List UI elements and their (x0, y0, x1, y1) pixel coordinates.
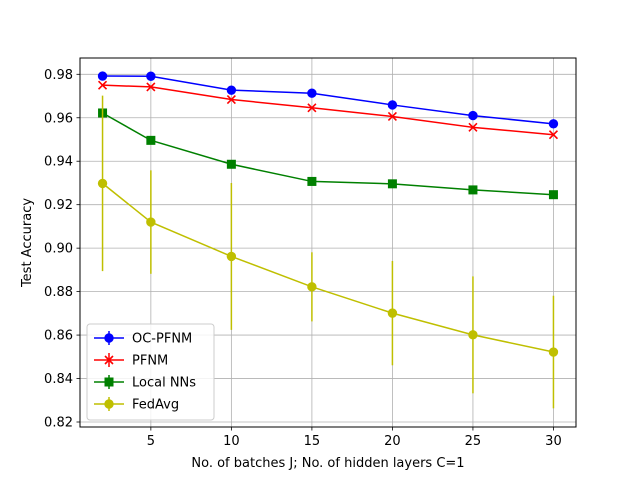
legend-box (86, 323, 215, 421)
legend-marker (104, 399, 114, 409)
data-point (307, 103, 317, 113)
legend-entry: PFNM (94, 353, 168, 369)
x-tick-label: 5 (147, 434, 155, 449)
legend-label: Local NNs (132, 376, 196, 391)
data-point (146, 82, 156, 92)
data-point (468, 122, 478, 132)
data-point (468, 185, 478, 195)
data-point (387, 100, 398, 110)
legend-label: FedAvg (132, 398, 179, 413)
legend-entry: FedAvg (94, 397, 179, 413)
y-tick-label: 0.88 (44, 285, 73, 300)
y-tick-label: 0.90 (44, 242, 73, 257)
plot-area-frame (79, 57, 577, 428)
data-point (548, 130, 559, 140)
data-point (97, 178, 108, 189)
legend-marker (104, 333, 114, 343)
x-tick-label: 10 (223, 434, 240, 449)
data-point (146, 71, 156, 81)
data-point (97, 71, 108, 81)
x-tick-label: 15 (304, 434, 321, 449)
y-axis-label: Test Accuracy (20, 198, 35, 288)
series-group (97, 71, 559, 409)
x-tick-label: 30 (545, 434, 562, 449)
data-point (468, 330, 478, 340)
data-point (387, 111, 397, 122)
legend-entry: Local NNs (94, 375, 196, 391)
data-point (468, 110, 478, 121)
data-point (226, 94, 236, 105)
legend-entry: OC-PFNM (94, 331, 192, 347)
legend-label: OC-PFNM (132, 332, 192, 347)
legend-label: PFNM (132, 354, 168, 369)
y-tick-label: 0.86 (44, 329, 73, 344)
series-pfnm (97, 80, 559, 140)
data-point (307, 282, 317, 292)
series-fedavg (97, 95, 559, 409)
y-tick-label: 0.92 (44, 198, 73, 213)
legend: OC-PFNM PFNM Local NNs FedAvg (86, 323, 215, 421)
x-axis-label: No. of batches J; No. of hidden layers C… (191, 456, 464, 471)
data-point (548, 119, 559, 129)
data-point (307, 88, 317, 98)
data-point (307, 176, 317, 186)
y-tick-label: 0.98 (44, 68, 73, 83)
series-oc-pfnm (97, 71, 559, 129)
legend-marker (104, 377, 114, 387)
x-tick-label: 20 (384, 434, 401, 449)
data-point (146, 217, 156, 227)
data-point (548, 190, 558, 200)
data-point (387, 308, 398, 318)
data-point (97, 80, 108, 90)
y-tick-label: 0.84 (44, 372, 73, 387)
data-point (548, 347, 559, 357)
axis-ticks: 5 10 15 20 25 30 0.82 0.84 0.86 0.88 0.90 0.92 0.94 0… (44, 68, 562, 449)
x-tick-label: 25 (465, 434, 482, 449)
data-point (226, 159, 236, 169)
data-point (226, 251, 237, 262)
y-tick-label: 0.94 (44, 155, 73, 170)
y-tick-label: 0.82 (44, 416, 73, 431)
legend-marker (104, 355, 114, 365)
y-tick-label: 0.96 (44, 111, 73, 126)
data-point (387, 179, 397, 189)
data-point (146, 135, 156, 145)
data-point (226, 85, 237, 95)
